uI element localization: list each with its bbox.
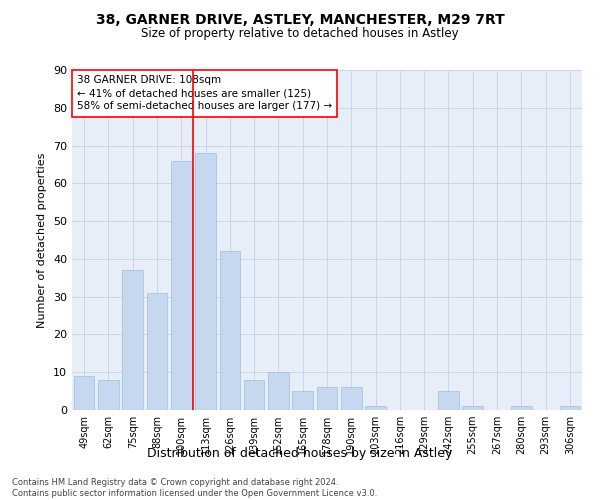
Bar bbox=[98, 380, 119, 410]
Bar bbox=[171, 160, 191, 410]
Bar bbox=[317, 388, 337, 410]
Bar bbox=[122, 270, 143, 410]
Bar bbox=[244, 380, 265, 410]
Text: 38, GARNER DRIVE, ASTLEY, MANCHESTER, M29 7RT: 38, GARNER DRIVE, ASTLEY, MANCHESTER, M2… bbox=[95, 12, 505, 26]
Bar bbox=[195, 153, 216, 410]
Text: Contains HM Land Registry data © Crown copyright and database right 2024.
Contai: Contains HM Land Registry data © Crown c… bbox=[12, 478, 377, 498]
Bar bbox=[341, 388, 362, 410]
Bar bbox=[146, 293, 167, 410]
Bar bbox=[560, 406, 580, 410]
Bar bbox=[463, 406, 483, 410]
Bar bbox=[292, 391, 313, 410]
Text: 38 GARNER DRIVE: 108sqm
← 41% of detached houses are smaller (125)
58% of semi-d: 38 GARNER DRIVE: 108sqm ← 41% of detache… bbox=[77, 75, 332, 112]
Text: Size of property relative to detached houses in Astley: Size of property relative to detached ho… bbox=[141, 28, 459, 40]
Text: Distribution of detached houses by size in Astley: Distribution of detached houses by size … bbox=[148, 448, 452, 460]
Bar bbox=[438, 391, 459, 410]
Bar bbox=[365, 406, 386, 410]
Y-axis label: Number of detached properties: Number of detached properties bbox=[37, 152, 47, 328]
Bar bbox=[268, 372, 289, 410]
Bar bbox=[511, 406, 532, 410]
Bar bbox=[220, 252, 240, 410]
Bar bbox=[74, 376, 94, 410]
